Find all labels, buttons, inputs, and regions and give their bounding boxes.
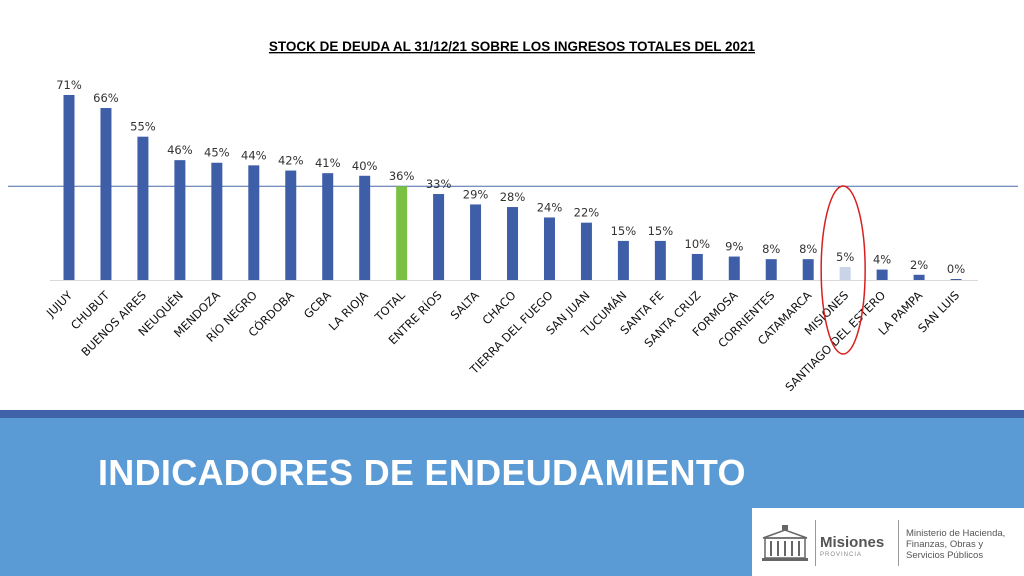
bar (100, 108, 112, 280)
data-label: 45% (204, 146, 230, 160)
data-label: 55% (130, 120, 156, 134)
logo-province-sub: PROVINCIA (820, 552, 863, 558)
bar (802, 259, 814, 280)
ministry-line: Ministerio de Hacienda, (906, 528, 1006, 539)
debt-stock-chart: STOCK DE DEUDA AL 31/12/21 SOBRE LOS ING… (8, 39, 1018, 394)
bar (839, 266, 851, 280)
bar (617, 240, 629, 280)
category-label: LA RIOJA (326, 288, 371, 333)
data-label: 46% (167, 143, 193, 157)
category-label: BUENOS AIRES (78, 288, 149, 359)
logo-divider (898, 520, 899, 566)
data-label: 66% (93, 91, 119, 105)
bar (174, 160, 186, 280)
bar (728, 256, 740, 280)
ministry-line: Servicios Públicos (906, 550, 984, 561)
bar (359, 175, 371, 280)
category-label: GCBA (301, 288, 334, 321)
bar (137, 136, 149, 280)
bar (913, 274, 925, 280)
bar (433, 194, 445, 280)
logo-ministry-name: Ministerio de Hacienda, Finanzas, Obras … (906, 528, 1022, 561)
bar (654, 240, 666, 280)
logo-province-name: Misiones (820, 534, 885, 551)
data-label: 5% (836, 250, 854, 264)
data-label: 10% (685, 237, 711, 251)
data-label: 24% (537, 200, 563, 214)
data-label: 15% (611, 224, 637, 238)
ministry-line: Finanzas, Obras y (906, 539, 984, 550)
data-label: 9% (725, 240, 743, 254)
data-label: 2% (910, 258, 928, 272)
bar (580, 222, 592, 280)
data-label: 71% (56, 78, 82, 92)
highlight-circle (820, 185, 866, 355)
ministry-logo: Misiones PROVINCIA Ministerio de Haciend… (752, 508, 1024, 576)
category-label: JUJUY (43, 288, 76, 321)
government-building-icon (762, 525, 808, 561)
data-label: 28% (500, 190, 526, 204)
bar (470, 204, 482, 280)
bar (543, 217, 555, 280)
data-label: 22% (574, 206, 600, 220)
bar (63, 95, 75, 280)
data-label: 15% (648, 224, 674, 238)
bar (765, 259, 777, 280)
data-label: 44% (241, 148, 267, 162)
bar (322, 173, 334, 280)
logo-divider (815, 520, 816, 566)
bar (691, 253, 703, 280)
data-label: 36% (389, 169, 415, 183)
data-label: 40% (352, 159, 378, 173)
bar (285, 170, 297, 280)
data-label: 42% (278, 154, 304, 168)
data-label: 0% (947, 262, 965, 276)
bar (248, 165, 260, 280)
section-band-border (0, 410, 1024, 418)
data-label: 41% (315, 156, 341, 170)
data-label: 4% (873, 253, 891, 267)
bar (950, 279, 962, 280)
bar (211, 162, 223, 280)
data-label: 33% (426, 177, 452, 191)
category-label: SALTA (448, 288, 482, 322)
bar (507, 207, 519, 280)
data-label: 8% (762, 242, 780, 256)
bar (396, 186, 408, 280)
section-heading: INDICADORES DE ENDEUDAMIENTO (98, 452, 746, 493)
chart-title: STOCK DE DEUDA AL 31/12/21 SOBRE LOS ING… (269, 39, 756, 54)
bar (876, 269, 888, 280)
data-label: 29% (463, 187, 489, 201)
data-label: 8% (799, 242, 817, 256)
